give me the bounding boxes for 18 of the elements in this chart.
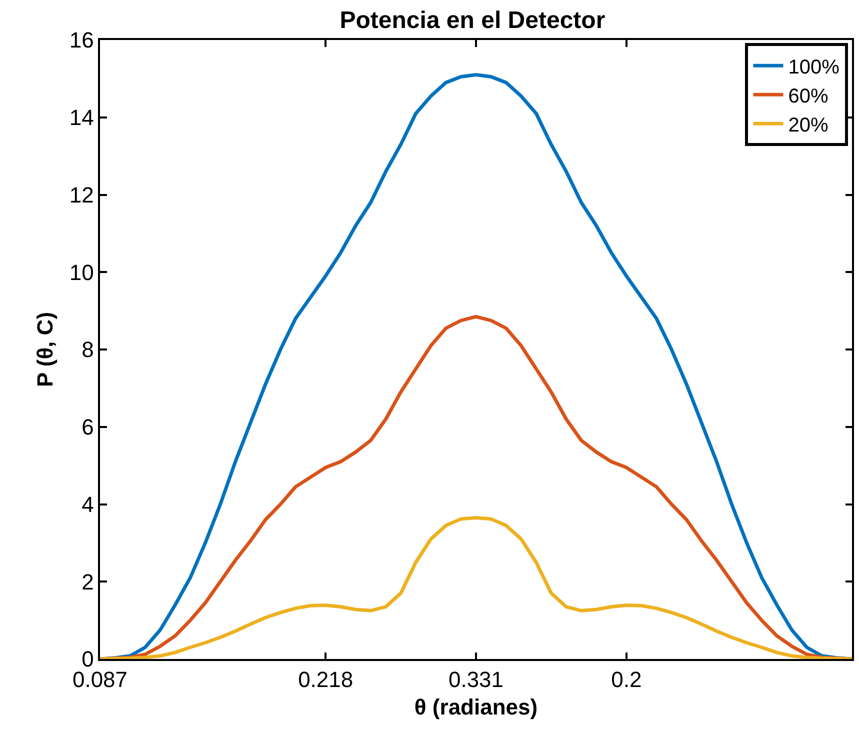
y-tick-label: 14 xyxy=(69,105,94,130)
x-tick-label: 0.2 xyxy=(611,667,642,692)
y-axis-title: P (θ, C) xyxy=(32,312,58,388)
legend-label: 20% xyxy=(788,114,828,136)
chart-title: Potencia en el Detector xyxy=(340,6,606,34)
y-tick-label: 8 xyxy=(82,337,94,362)
x-axis-title: θ (radianes) xyxy=(414,694,538,720)
legend-label: 100% xyxy=(788,56,840,78)
x-tick-label: 0.218 xyxy=(298,667,354,692)
legend-label: 60% xyxy=(788,85,828,108)
line-series xyxy=(100,516,852,659)
y-tick-label: 12 xyxy=(69,182,94,208)
x-tick-label: 0.331 xyxy=(448,667,504,692)
y-tick-label: 4 xyxy=(82,492,94,517)
y-tick-label: 6 xyxy=(82,414,94,440)
y-tick-label: 10 xyxy=(69,260,94,285)
y-tick-label: 2 xyxy=(82,569,94,594)
y-tick-label: 16 xyxy=(69,28,94,53)
